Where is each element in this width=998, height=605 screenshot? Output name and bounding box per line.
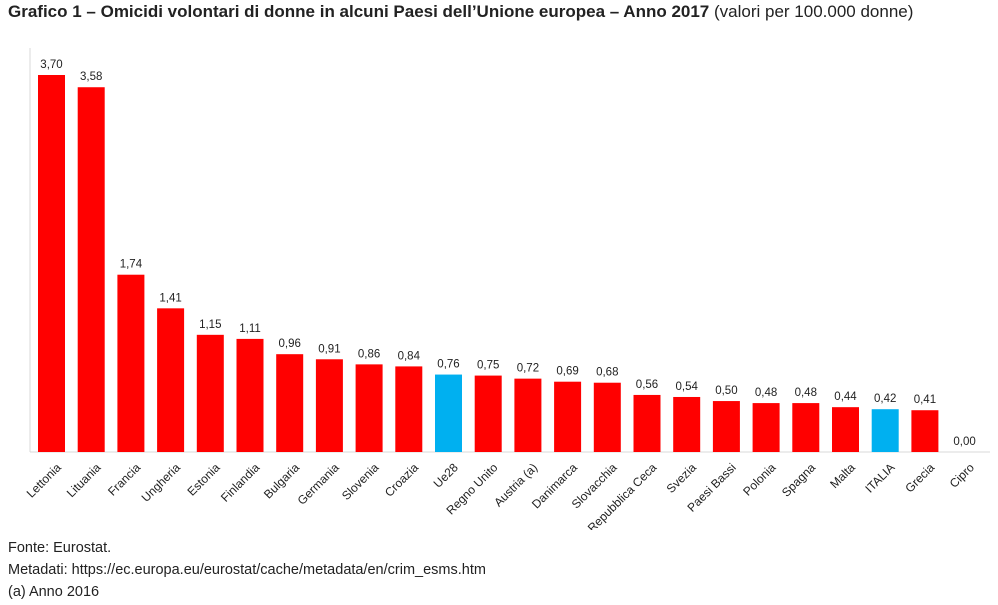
bar-value-label: 0,68 [596, 367, 618, 379]
bar-ungheria [157, 308, 185, 452]
bar-value-label: 0,44 [834, 391, 857, 403]
bar-grecia [911, 410, 939, 452]
bar-polonia [752, 403, 780, 452]
bar-value-label: 0,41 [914, 394, 936, 406]
bar-value-label: 0,56 [636, 379, 658, 391]
category-label: Cipro [947, 460, 977, 490]
metadata-link[interactable]: Metadati: https://ec.europa.eu/eurostat/… [8, 562, 486, 578]
bar-value-label: 1,11 [239, 323, 261, 335]
category-label: Malta [827, 460, 858, 491]
bar-austria-a [514, 378, 542, 452]
chart-title-main: Grafico 1 – Omicidi volontari di donne i… [8, 2, 710, 21]
chart-footer: Fonte: Eurostat. Metadati: https://ec.eu… [8, 537, 486, 603]
category-label: Ungheria [139, 460, 184, 505]
bar-value-label: 3,70 [40, 59, 62, 71]
bar-value-label: 0,76 [437, 359, 459, 371]
bar-value-label: 3,58 [80, 71, 102, 83]
bar-value-label: 0,91 [318, 343, 340, 355]
bar-svezia [673, 396, 701, 452]
bar-estonia [196, 334, 224, 452]
bar-value-label: 0,50 [715, 385, 737, 397]
chart-title-unit: (valori per 100.000 donne) [714, 2, 914, 21]
bar-regno-unito [474, 375, 502, 452]
bar-spagna [792, 403, 820, 452]
bar-slovacchia [593, 382, 621, 452]
source-note: Fonte: Eurostat. [8, 540, 112, 556]
bar-danimarca [554, 381, 582, 452]
chart-title: Grafico 1 – Omicidi volontari di donne i… [8, 2, 913, 22]
category-label: Spagna [779, 460, 818, 499]
category-label: Finlandia [218, 460, 263, 505]
category-label: Repubblica Ceca [585, 460, 660, 530]
category-label: ITALIA [862, 460, 897, 495]
bar-malta [832, 407, 859, 452]
bar-italia [871, 409, 899, 452]
footnote: (a) Anno 2016 [8, 584, 100, 600]
category-label: Ue28 [431, 460, 461, 490]
bar-value-label: 0,69 [556, 366, 578, 378]
category-label: Grecia [902, 460, 937, 495]
bar-chart: 3,70 Lettonia 3,58 Lituania 1,74 Francia 1,41 U… [24, 48, 990, 530]
bar-paesi-bassi [712, 401, 740, 452]
bar-bulgaria [276, 354, 304, 452]
bar-slovenia [355, 364, 383, 452]
bar-value-label: 0,96 [279, 338, 301, 350]
category-label: Svezia [664, 460, 700, 496]
bar-lituania [77, 87, 105, 453]
bar-value-label: 1,41 [159, 292, 181, 304]
category-label: Polonia [740, 460, 778, 498]
bar-value-label: 0,54 [676, 381, 699, 393]
bar-value-label: 0,86 [358, 348, 380, 360]
category-label: Slovenia [339, 460, 382, 503]
bar-repubblica-ceca [633, 394, 661, 452]
bar-value-label: 1,15 [199, 319, 221, 331]
category-label: Lituania [64, 460, 104, 500]
bar-croazia [395, 366, 423, 452]
category-label: Francia [105, 460, 143, 498]
bar-ue28 [435, 374, 462, 452]
bar-value-label: 0,48 [795, 387, 817, 399]
bar-finlandia [236, 338, 264, 452]
category-label: Germania [295, 460, 342, 507]
category-label: Estonia [184, 460, 222, 498]
bar-value-label: 1,74 [120, 259, 143, 271]
bar-francia [117, 274, 145, 452]
bar-value-label: 0,42 [874, 393, 896, 405]
category-label: Lettonia [24, 460, 64, 500]
bar-value-label: 0,75 [477, 360, 499, 372]
bar-value-label: 0,48 [755, 387, 777, 399]
bar-value-label: 0,72 [517, 363, 539, 375]
bar-lettonia [38, 75, 65, 452]
bar-value-label: 0,00 [953, 436, 975, 448]
bar-germania [315, 359, 343, 452]
category-label: Croazia [382, 460, 421, 499]
bar-value-label: 0,84 [398, 350, 421, 362]
